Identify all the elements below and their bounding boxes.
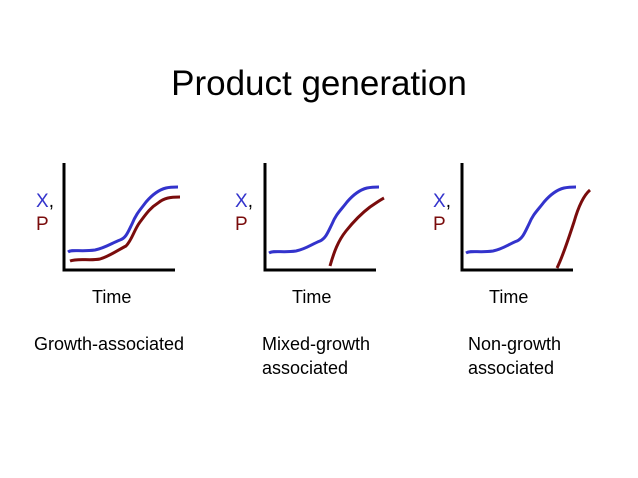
panel-3-caption: Non-growth associated — [468, 332, 561, 380]
panel-3-x-label: Time — [489, 287, 529, 307]
panel-1-caption: Growth-associated — [34, 332, 184, 356]
panel-1-x-curve — [67, 185, 179, 254]
panel-3-y-label-p: P — [433, 214, 446, 235]
panel-1-x-label: Time — [92, 287, 132, 307]
panel-3-y-label-comma: , — [445, 191, 451, 212]
panel-2-caption-line2: associated — [262, 358, 349, 378]
panel-2-y-label-comma: , — [247, 191, 253, 212]
panel-3-graph — [460, 163, 592, 272]
panel-3-caption-line1: Non-growth — [468, 334, 562, 354]
panel-3-y-label-x: X — [433, 191, 446, 212]
panel-1-axes — [62, 163, 175, 272]
panel-1-caption-line1: Growth-associated — [34, 334, 185, 354]
panel-2-x-label: Time — [292, 287, 332, 307]
panel-2-y-label: X, P — [235, 190, 253, 236]
panel-2-caption-line1: Mixed-growth — [262, 334, 371, 354]
panel-1-y-label: X, P — [36, 190, 54, 236]
panel-2-caption: Mixed-growth associated — [262, 332, 370, 380]
panel-3-caption-line2: associated — [468, 358, 555, 378]
panel-1-y-label-comma: , — [48, 191, 54, 212]
panel-2-graph — [263, 163, 385, 272]
panel-2-y-label-p: P — [235, 214, 248, 235]
panel-1-p-curve — [69, 195, 181, 263]
panel-3-p-curve — [555, 188, 592, 269]
panel-2-y-label-x: X — [235, 191, 248, 212]
panel-1-graph — [62, 163, 181, 272]
panel-1-y-label-p: P — [36, 214, 49, 235]
panel-3-axes — [460, 163, 573, 272]
panel-1-y-label-x: X — [36, 191, 49, 212]
panel-2-p-curve — [328, 196, 385, 267]
panel-2-x-curve — [268, 185, 380, 255]
panel-3-y-label: X, P — [433, 190, 451, 236]
panel-2-axes — [263, 163, 376, 272]
panel-3-x-curve — [465, 185, 577, 255]
slide-title: Product generation — [171, 64, 467, 103]
